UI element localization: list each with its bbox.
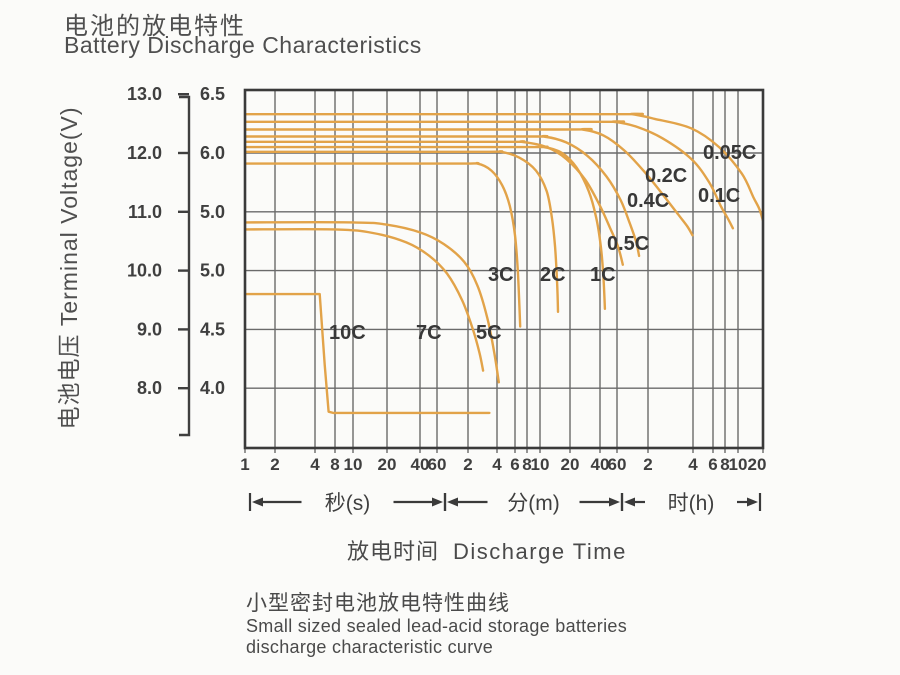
page-title-zh: 电池的放电特性 bbox=[64, 13, 246, 40]
svg-text:2: 2 bbox=[643, 455, 652, 474]
svg-text:4: 4 bbox=[310, 455, 320, 474]
curve-2C bbox=[244, 150, 560, 313]
svg-text:0.1C: 0.1C bbox=[698, 185, 740, 207]
svg-text:4: 4 bbox=[492, 455, 502, 474]
figure-caption: 小型密封电池放电特性曲线 Small sized sealed lead-aci… bbox=[246, 592, 627, 658]
plot-border bbox=[243, 88, 765, 450]
x-axis-title-en: Discharge Time bbox=[453, 539, 627, 564]
svg-text:20: 20 bbox=[561, 455, 580, 474]
gridlines bbox=[244, 90, 764, 453]
svg-text:8: 8 bbox=[330, 455, 339, 474]
caption-en-line2: discharge characteristic curve bbox=[246, 636, 494, 657]
svg-text:6.0: 6.0 bbox=[200, 143, 225, 163]
curve-0.2C bbox=[244, 127, 694, 237]
svg-text:6: 6 bbox=[510, 455, 519, 474]
svg-text:0.5C: 0.5C bbox=[607, 233, 649, 255]
curve-7C bbox=[244, 227, 485, 372]
svg-text:6.5: 6.5 bbox=[200, 84, 225, 104]
svg-text:20: 20 bbox=[748, 455, 767, 474]
time-unit-label: 分(m) bbox=[507, 492, 559, 515]
page-title-en: Battery Discharge Characteristics bbox=[64, 32, 422, 58]
svg-text:7C: 7C bbox=[416, 322, 442, 344]
svg-text:2: 2 bbox=[463, 455, 472, 474]
svg-text:2: 2 bbox=[270, 455, 279, 474]
curve-0.1C bbox=[244, 120, 735, 230]
svg-text:4: 4 bbox=[688, 455, 698, 474]
time-unit-label: 秒(s) bbox=[325, 492, 371, 515]
svg-text:11.0: 11.0 bbox=[128, 202, 162, 222]
svg-text:10: 10 bbox=[531, 455, 550, 474]
svg-text:12.0: 12.0 bbox=[127, 143, 162, 163]
svg-text:2C: 2C bbox=[540, 264, 566, 286]
curve-10C bbox=[244, 292, 491, 415]
svg-text:8: 8 bbox=[720, 455, 729, 474]
svg-text:10: 10 bbox=[729, 455, 748, 474]
svg-text:4.5: 4.5 bbox=[200, 319, 225, 339]
svg-text:0.4C: 0.4C bbox=[627, 190, 669, 212]
curve-labels: 0.05C 0.2C 0.1C 0.4C 0.5C 3C 2C 1C 10C 7C 5C bbox=[329, 142, 756, 344]
svg-text:10C: 10C bbox=[329, 322, 366, 344]
svg-text:10: 10 bbox=[344, 455, 363, 474]
time-unit-label: 时(h) bbox=[668, 492, 715, 515]
svg-text:1: 1 bbox=[240, 455, 249, 474]
caption-zh: 小型密封电池放电特性曲线 bbox=[246, 592, 510, 615]
svg-text:10.0: 10.0 bbox=[127, 261, 162, 281]
curve-0.5C bbox=[244, 140, 624, 266]
svg-text:8: 8 bbox=[522, 455, 531, 474]
svg-text:5.0: 5.0 bbox=[200, 261, 225, 281]
svg-text:0.05C: 0.05C bbox=[703, 142, 756, 164]
svg-text:5C: 5C bbox=[476, 322, 502, 344]
curve-0.4C bbox=[244, 134, 641, 258]
x-axis-title: 放电时间 Discharge Time bbox=[347, 534, 627, 566]
svg-text:0.2C: 0.2C bbox=[645, 165, 687, 187]
svg-text:20: 20 bbox=[378, 455, 397, 474]
curve-5C bbox=[244, 221, 500, 384]
y-axis: 13.0 6.5 12.0 6.0 11.0 5.0 10.0 5.0 9.0 4.5 8.0 4.0 bbox=[127, 84, 225, 437]
curve-0.05C bbox=[244, 112, 764, 222]
svg-text:6: 6 bbox=[708, 455, 717, 474]
svg-text:5.0: 5.0 bbox=[200, 202, 225, 222]
curve-3C bbox=[244, 161, 522, 328]
svg-text:13.0: 13.0 bbox=[127, 84, 162, 104]
svg-text:1C: 1C bbox=[590, 264, 616, 286]
x-axis-title-zh: 放电时间 bbox=[347, 539, 440, 564]
curve-1C bbox=[244, 145, 607, 310]
svg-text:60: 60 bbox=[608, 455, 627, 474]
svg-text:40: 40 bbox=[411, 455, 430, 474]
svg-text:4.0: 4.0 bbox=[200, 378, 225, 398]
discharge-curves bbox=[244, 112, 764, 415]
caption-en-line1: Small sized sealed lead-acid storage bat… bbox=[246, 616, 627, 637]
svg-text:9.0: 9.0 bbox=[137, 319, 162, 339]
time-unit-segments: 秒(s) 分(m) 时(h) bbox=[248, 492, 762, 515]
svg-text:60: 60 bbox=[428, 455, 447, 474]
svg-text:40: 40 bbox=[591, 455, 610, 474]
svg-text:8.0: 8.0 bbox=[137, 378, 162, 398]
y-axis-title: 电池电压 Terminal Voltage(V) bbox=[56, 106, 82, 429]
svg-text:3C: 3C bbox=[488, 264, 514, 286]
